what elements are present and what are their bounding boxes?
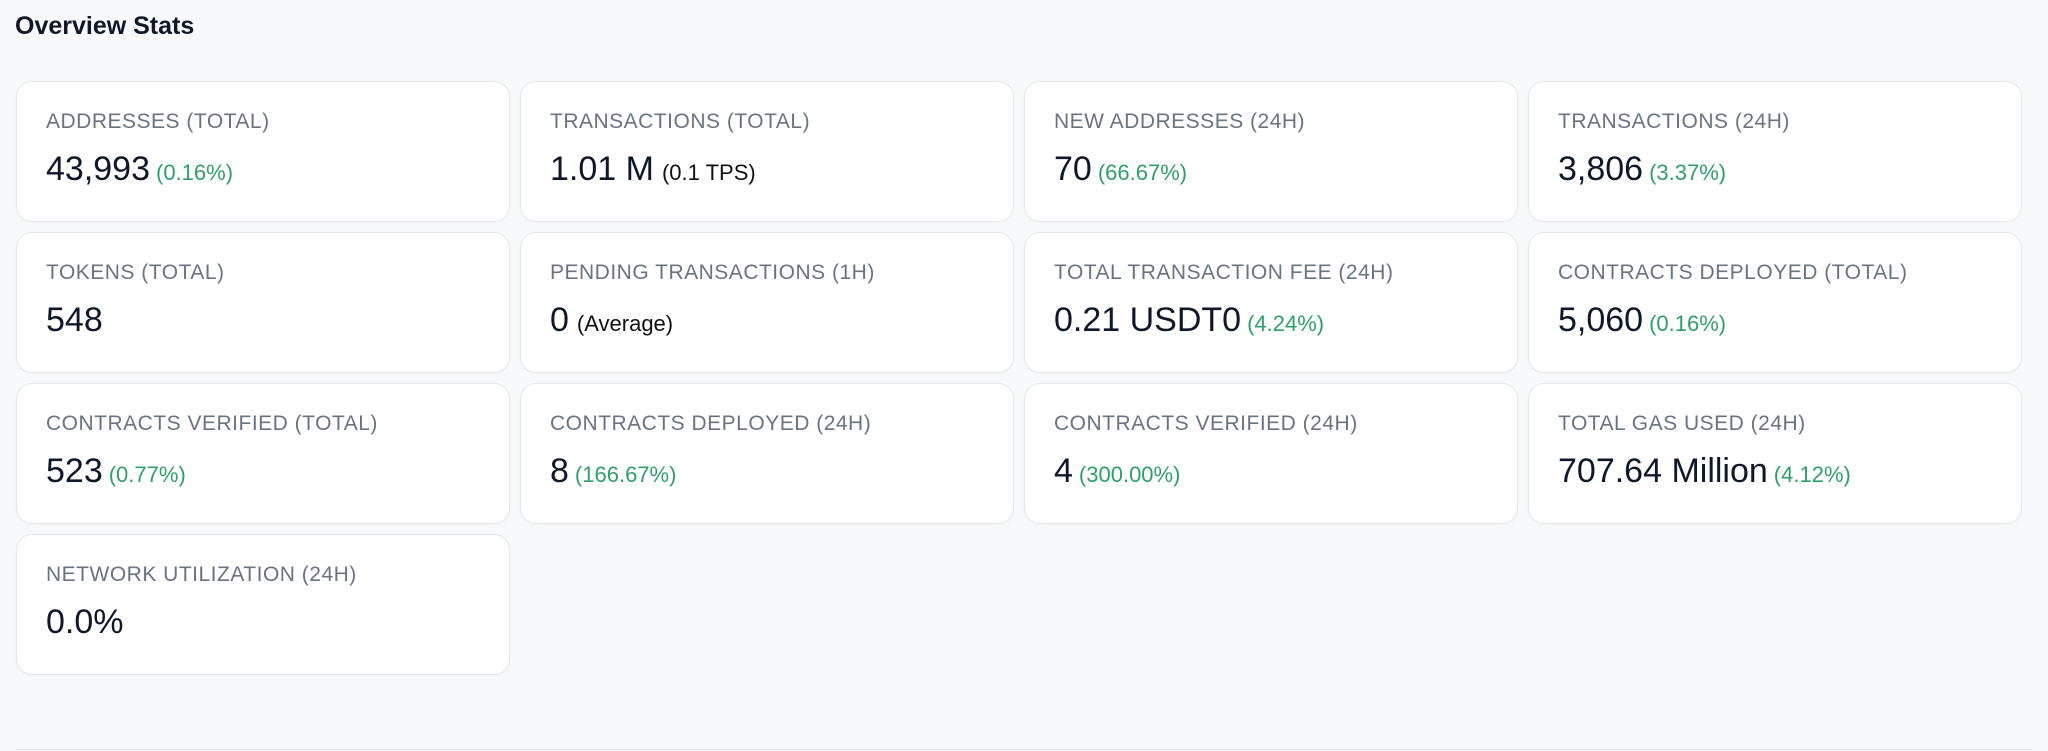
stat-label: TOTAL TRANSACTION FEE (24H)	[1054, 261, 1394, 284]
stat-card: TOKENS (TOTAL) 548	[16, 232, 510, 373]
stat-value: 523	[46, 452, 103, 490]
stat-label: TOTAL GAS USED (24H)	[1558, 412, 1806, 435]
divider	[16, 749, 2032, 750]
stat-card: CONTRACTS VERIFIED (TOTAL) 523 (0.77%)	[16, 383, 510, 524]
stat-row: 4 (300.00%)	[1054, 452, 1489, 491]
stat-label: NEW ADDRESSES (24H)	[1054, 110, 1306, 133]
stats-grid: ADDRESSES (TOTAL) 43,993 (0.16%) TRANSACTIO…	[16, 81, 2022, 675]
stat-card: NEW ADDRESSES (24H) 70 (66.67%)	[1024, 81, 1518, 222]
stat-change: (0.16%)	[1649, 311, 1727, 336]
stat-card: CONTRACTS VERIFIED (24H) 4 (300.00%)	[1024, 383, 1518, 524]
stat-value: 0	[550, 301, 569, 339]
stat-label: PENDING TRANSACTIONS (1H)	[550, 261, 875, 284]
stat-value: 4	[1054, 452, 1073, 490]
stat-change: (4.12%)	[1773, 462, 1851, 487]
stat-card: CONTRACTS DEPLOYED (TOTAL) 5,060 (0.16%)	[1528, 232, 2022, 373]
stat-value: 8	[550, 452, 569, 490]
stat-value: 70	[1054, 150, 1092, 188]
stat-change: (4.24%)	[1247, 311, 1325, 336]
stat-row: 0.21 USDT0 (4.24%)	[1054, 301, 1489, 340]
stat-card: TRANSACTIONS (TOTAL) 1.01 M (0.1 TPS)	[520, 81, 1014, 222]
stat-card: TRANSACTIONS (24H) 3,806 (3.37%)	[1528, 81, 2022, 222]
stat-label: CONTRACTS VERIFIED (TOTAL)	[46, 412, 378, 435]
stat-change: (300.00%)	[1078, 462, 1181, 487]
stat-label: CONTRACTS DEPLOYED (24H)	[550, 412, 872, 435]
stat-value: 0.0%	[46, 603, 124, 641]
stat-label: NETWORK UTILIZATION (24H)	[46, 563, 357, 586]
stat-value: 3,806	[1558, 150, 1644, 188]
stat-row: 548	[46, 301, 481, 340]
stat-row: 5,060 (0.16%)	[1558, 301, 1993, 340]
stat-change: (0.16%)	[156, 160, 234, 185]
stat-row: 3,806 (3.37%)	[1558, 150, 1993, 189]
stat-change: (166.67%)	[574, 462, 677, 487]
stat-label: TRANSACTIONS (TOTAL)	[550, 110, 811, 133]
stat-value: 1.01 M	[550, 150, 654, 188]
stat-card: ADDRESSES (TOTAL) 43,993 (0.16%)	[16, 81, 510, 222]
stat-row: 8 (166.67%)	[550, 452, 985, 491]
stat-row: 707.64 Million (4.12%)	[1558, 452, 1993, 491]
stat-change: (3.37%)	[1649, 160, 1727, 185]
stat-card: CONTRACTS DEPLOYED (24H) 8 (166.67%)	[520, 383, 1014, 524]
stat-card: NETWORK UTILIZATION (24H) 0.0%	[16, 534, 510, 675]
stat-change: (0.77%)	[108, 462, 186, 487]
stat-row: 0.0%	[46, 603, 481, 642]
stat-note: (Average)	[576, 311, 674, 336]
stat-card: TOTAL GAS USED (24H) 707.64 Million (4.12%…	[1528, 383, 2022, 524]
stat-row: 523 (0.77%)	[46, 452, 481, 491]
stat-label: TRANSACTIONS (24H)	[1558, 110, 1790, 133]
stat-label: TOKENS (TOTAL)	[46, 261, 225, 284]
stat-card: PENDING TRANSACTIONS (1H) 0 (Average)	[520, 232, 1014, 373]
stat-label: ADDRESSES (TOTAL)	[46, 110, 270, 133]
stat-row: 0 (Average)	[550, 301, 985, 340]
stat-value: 0.21 USDT0	[1054, 301, 1242, 339]
stat-row: 70 (66.67%)	[1054, 150, 1489, 189]
stat-row: 1.01 M (0.1 TPS)	[550, 150, 985, 189]
stat-note: (0.1 TPS)	[661, 160, 756, 185]
stat-value: 43,993	[46, 150, 150, 188]
stat-label: CONTRACTS DEPLOYED (TOTAL)	[1558, 261, 1908, 284]
stat-value: 548	[46, 301, 103, 339]
stat-row: 43,993 (0.16%)	[46, 150, 481, 189]
section-title: Overview Stats	[15, 12, 195, 40]
stat-card: TOTAL TRANSACTION FEE (24H) 0.21 USDT0 (4.…	[1024, 232, 1518, 373]
stat-value: 707.64 Million	[1558, 452, 1768, 490]
stat-change: (66.67%)	[1097, 160, 1188, 185]
stat-label: CONTRACTS VERIFIED (24H)	[1054, 412, 1358, 435]
stat-value: 5,060	[1558, 301, 1644, 339]
